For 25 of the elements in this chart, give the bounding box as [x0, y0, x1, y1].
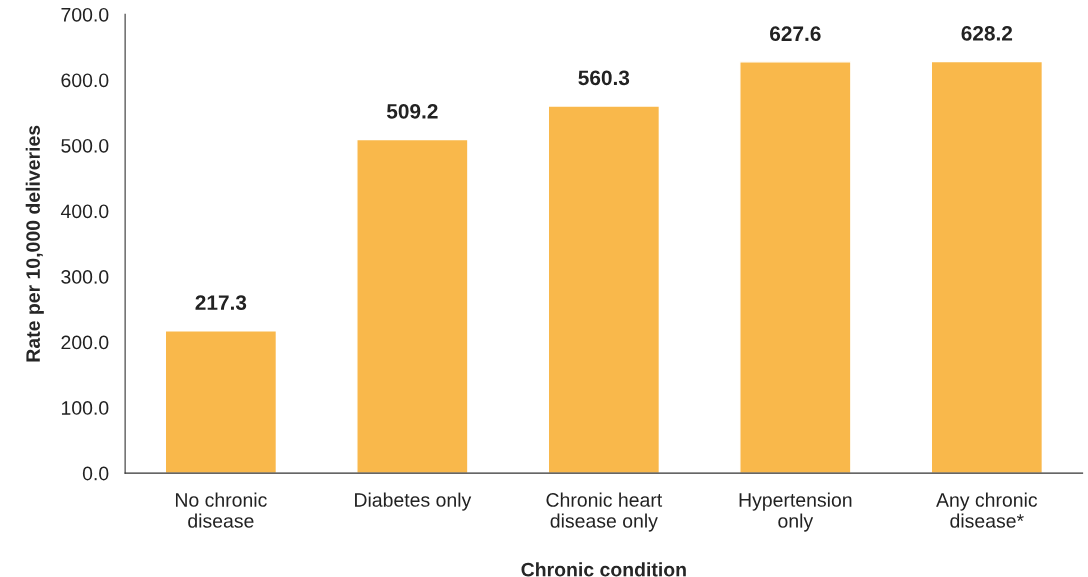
y-tick-label: 0.0: [82, 466, 109, 481]
y-axis-title: Rate per 10,000 deliveries: [25, 125, 44, 362]
x-tick-label: Any chronic disease*: [936, 492, 1038, 528]
x-tick-label: Hypertension only: [739, 492, 852, 532]
data-label: 627.6: [770, 26, 821, 42]
bar: [930, 60, 1044, 474]
data-label: 217.3: [195, 295, 247, 310]
y-tick-label: 300.0: [61, 270, 109, 284]
y-tick-label: 100.0: [61, 401, 109, 415]
bar: [739, 61, 852, 474]
x-axis-title: Chronic condition: [521, 562, 686, 577]
y-tick-label: 600.0: [61, 73, 109, 88]
bar: [547, 105, 661, 474]
bar: [356, 138, 469, 474]
x-tick-label: No chronic disease: [175, 492, 267, 528]
y-tick-label: 200.0: [61, 335, 109, 350]
x-tick-label: Diabetes only: [355, 492, 472, 511]
data-label: 509.2: [386, 103, 438, 119]
y-tick-label: 700.0: [61, 7, 109, 22]
y-tick-label: 500.0: [61, 138, 109, 153]
x-tick-label: Chronic heart disease only: [546, 492, 663, 532]
y-tick-label: 400.0: [60, 204, 109, 219]
data-label: 560.3: [578, 70, 630, 86]
data-label: 628.2: [961, 25, 1013, 41]
bar: [164, 330, 278, 474]
